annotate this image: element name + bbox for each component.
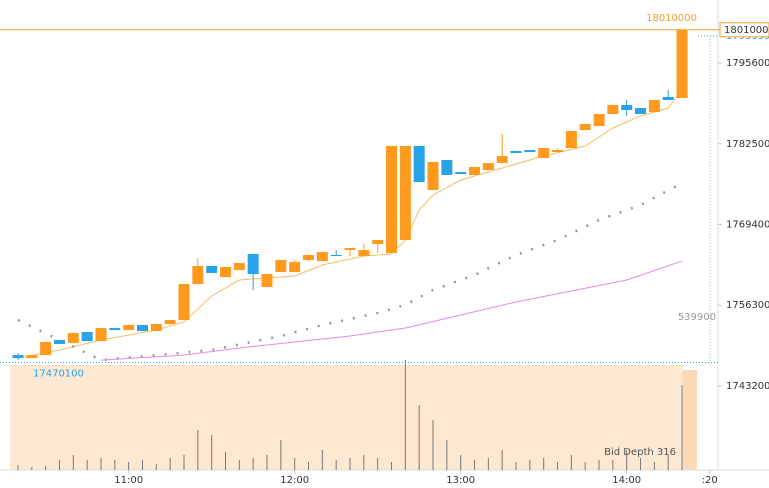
y-tick-label: 17563000 [726,300,769,311]
x-tick-label: 11:00 [114,475,143,486]
candle-body [95,328,107,342]
moving-average [100,260,683,361]
candle-body [192,266,204,285]
candle-body [109,328,121,331]
candle-body [607,105,619,115]
candle-body [524,149,536,153]
candle-body [579,123,591,131]
y-tick-label: 17432000 [726,381,769,392]
candle-body [275,259,287,273]
x-tick-label: :20 [702,475,718,486]
candle-body [635,108,647,115]
candle-body [150,324,162,332]
candle-body [482,162,494,171]
candle-body [247,254,259,275]
candle-body [40,342,52,356]
candle-body [53,340,65,344]
candle-body [552,149,564,153]
candle-body [413,145,425,183]
candle-body [123,325,135,331]
candle-body [538,148,550,159]
candle-body [358,250,370,257]
last-price-tag-label: 18010000 [724,25,769,36]
candle-body [330,254,342,257]
candle-body [136,325,148,332]
candle-body [12,355,24,359]
candle-body [399,145,411,241]
candle-body [496,156,508,163]
y-tick-label: 17694000 [726,219,769,230]
candle-body [164,320,176,325]
candle-body [441,160,453,176]
x-tick-label: 13:00 [446,475,475,486]
candle-body [303,254,315,260]
candle-body [219,267,231,277]
x-tick-label: 14:00 [612,475,641,486]
candle-body [261,274,273,288]
candle-body [469,166,481,176]
x-tick-label: 12:00 [280,475,309,486]
candle-body [455,171,467,175]
low-price-label: 17470100 [33,368,84,379]
candle-body [178,284,190,321]
candle-body [621,105,633,110]
candle-body [662,96,674,101]
y-tick-label: 17956000 [726,58,769,69]
candle-body [676,29,688,98]
candle-body [289,262,301,273]
candle-body [386,145,398,254]
depth-area [683,370,697,470]
depth-label: Bid Depth 316 [604,447,676,458]
candle-body [593,114,605,127]
moving-average [17,89,683,359]
range-label: 539900 [678,312,716,323]
candle-body [648,100,660,113]
candle-body [206,266,218,273]
last-price-tag [719,22,769,38]
candle-body [316,252,328,262]
depth-area [10,365,683,470]
last-price-label: 18010000 [646,13,697,24]
candle-body [510,150,522,154]
candle-body [81,332,93,342]
candle-body [26,355,38,359]
y-tick-label: 17825000 [726,139,769,150]
candle-body [427,162,439,190]
candle-body [344,248,356,251]
candle-body [67,333,79,343]
candle-body [233,263,245,271]
candle-body [565,131,577,149]
candle-body [372,240,384,245]
